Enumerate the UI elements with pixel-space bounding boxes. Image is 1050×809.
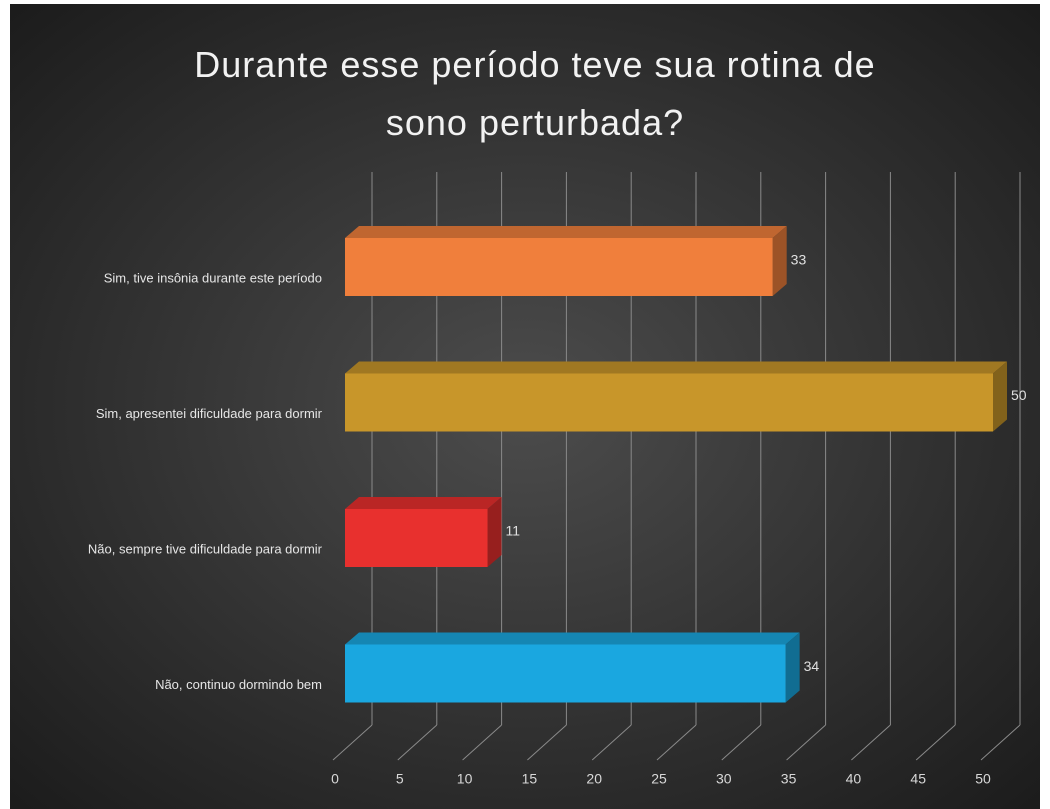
x-tick-label: 15 bbox=[522, 771, 538, 787]
bar-side bbox=[993, 361, 1007, 432]
y-tick-label: Sim, apresentei dificuldade para dormir bbox=[96, 406, 323, 421]
floor-grid-line bbox=[721, 724, 762, 761]
floor-grid-line bbox=[397, 724, 438, 761]
bar-side bbox=[772, 226, 787, 296]
x-tick-label: 40 bbox=[846, 771, 862, 787]
bar-side bbox=[785, 632, 800, 703]
chart-title: Durante esse período teve sua rotina de … bbox=[194, 44, 876, 143]
x-tick-label: 30 bbox=[716, 771, 732, 787]
bar bbox=[345, 644, 786, 703]
x-tick-label: 10 bbox=[457, 771, 473, 787]
data-label: 11 bbox=[506, 523, 521, 539]
floor-grid-line bbox=[851, 724, 891, 761]
bar bbox=[345, 509, 488, 567]
data-label: 34 bbox=[804, 658, 820, 674]
x-tick-label: 45 bbox=[910, 771, 926, 787]
bar-side bbox=[487, 497, 502, 567]
floor-grid-line bbox=[332, 724, 373, 761]
bar-top bbox=[345, 361, 1007, 374]
y-tick-label: Sim, tive insônia durante este período bbox=[104, 270, 322, 285]
x-tick-label: 25 bbox=[651, 771, 667, 787]
y-tick-label: Não, continuo dormindo bem bbox=[155, 677, 322, 692]
x-tick-label: 35 bbox=[781, 771, 797, 787]
floor-grid-line bbox=[591, 724, 632, 761]
floor-grid-line bbox=[915, 724, 956, 761]
bar-top bbox=[345, 497, 502, 509]
x-tick-label: 50 bbox=[975, 771, 991, 787]
bar bbox=[345, 373, 993, 432]
floor-grid-line bbox=[656, 724, 697, 761]
bar-top bbox=[345, 632, 800, 645]
x-tick-label: 0 bbox=[331, 771, 339, 787]
y-tick-label: Não, sempre tive dificuldade para dormir bbox=[88, 541, 323, 556]
floor-grid-line bbox=[527, 724, 567, 761]
floor-grid-line bbox=[462, 724, 502, 761]
floor-grid-line bbox=[980, 724, 1021, 761]
data-label: 50 bbox=[1011, 387, 1027, 403]
bar-top bbox=[345, 226, 787, 238]
data-label: 33 bbox=[791, 252, 807, 268]
x-tick-label: 20 bbox=[586, 771, 602, 787]
x-tick-label: 5 bbox=[396, 771, 404, 787]
floor-grid-line bbox=[786, 724, 826, 761]
bar bbox=[345, 238, 773, 296]
